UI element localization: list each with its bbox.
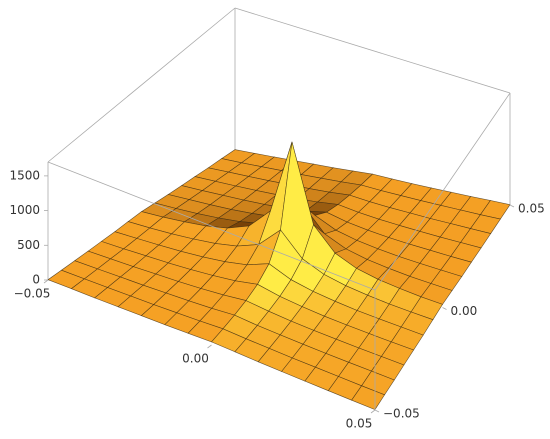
z-tick-label: 500 <box>17 238 40 252</box>
y-tick <box>509 204 515 208</box>
y-tick-label: −0.05 <box>383 407 420 421</box>
y-tick <box>374 409 380 413</box>
box-edge <box>234 7 511 94</box>
y-tick-label: 0.05 <box>518 202 545 216</box>
z-tick-label: 0 <box>32 273 40 287</box>
y-tick <box>442 307 447 310</box>
z-tick-label: 1500 <box>9 168 40 182</box>
x-tick <box>43 279 49 284</box>
x-tick-label: −0.05 <box>14 287 51 301</box>
surface-patch <box>351 385 386 410</box>
x-tick-label: 0.00 <box>182 352 209 366</box>
box-edge <box>47 7 236 163</box>
box-edge <box>47 161 376 291</box>
x-tick <box>370 409 376 414</box>
x-tick <box>207 344 212 349</box>
y-tick-label: 0.00 <box>451 304 478 318</box>
z-tick-label: 1000 <box>9 203 40 217</box>
x-tick-label: 0.05 <box>346 417 373 431</box>
box-edge <box>374 92 511 291</box>
